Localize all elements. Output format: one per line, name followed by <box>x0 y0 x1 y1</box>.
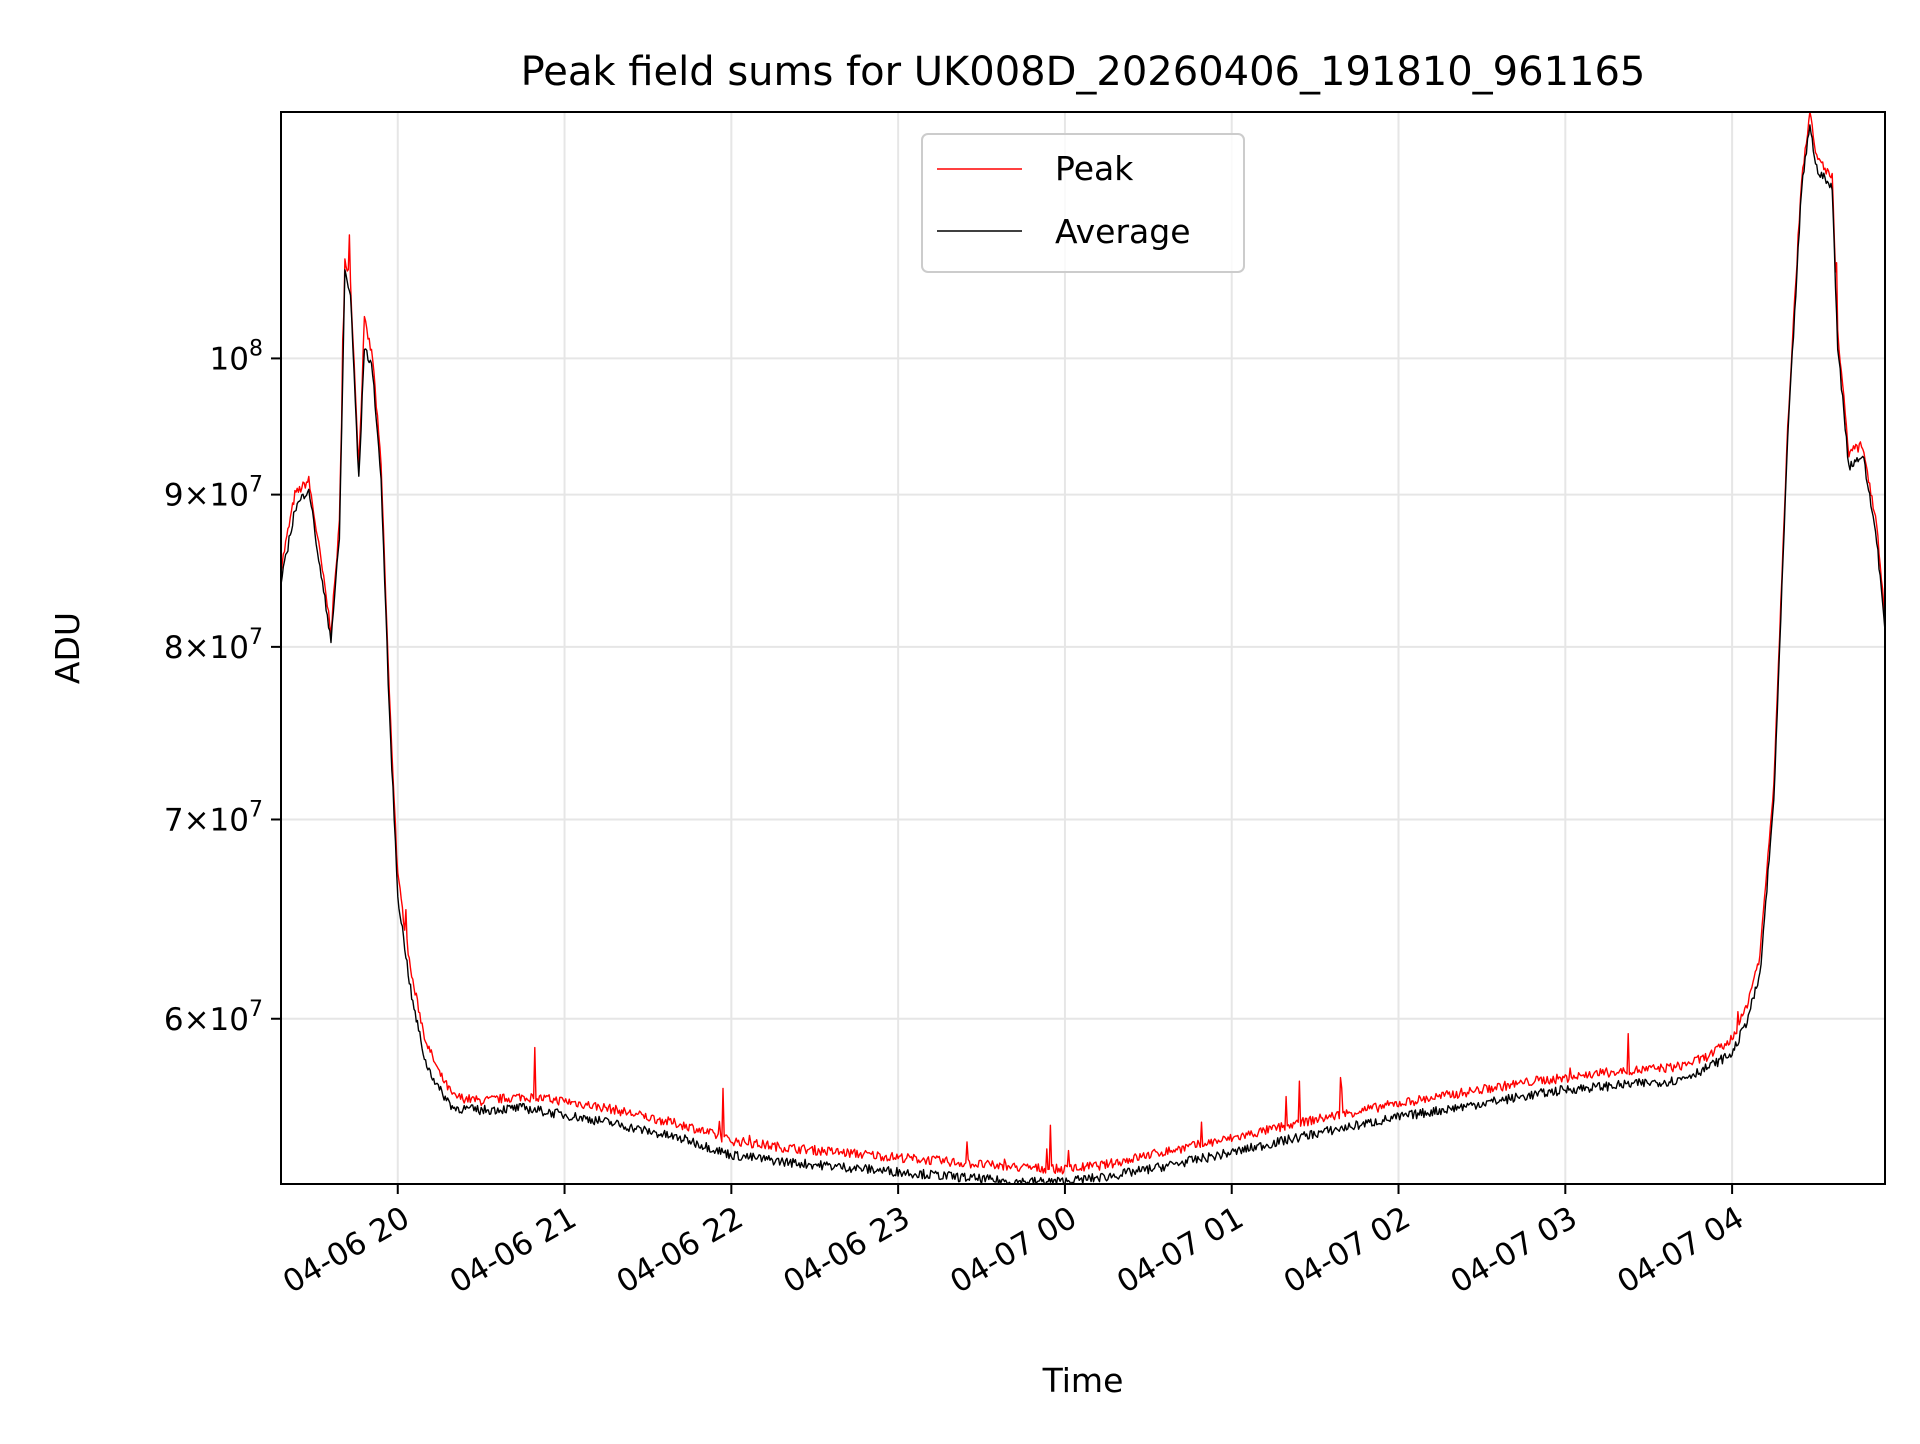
grid-lines <box>281 112 1885 1184</box>
y-tick-label: 6×107 <box>164 997 263 1038</box>
y-tick-label: 7×107 <box>164 797 263 838</box>
legend-label-average: Average <box>1055 212 1191 251</box>
y-axis-label: ADU <box>48 612 87 684</box>
legend-label-peak: Peak <box>1055 149 1134 188</box>
legend: Peak Average <box>921 133 1245 273</box>
axes-frame <box>280 111 1886 1185</box>
series-line-average <box>280 124 1886 1185</box>
y-axis-ticks: 6×107 7×107 8×107 9×107 108 <box>164 336 281 1038</box>
series-line-peak <box>280 111 1886 1175</box>
chart-title: Peak field sums for UK008D_20260406_1918… <box>521 49 1646 95</box>
y-tick-label: 108 <box>210 336 263 377</box>
y-tick-label: 8×107 <box>164 625 263 666</box>
y-tick-label: 9×107 <box>164 473 263 514</box>
series-lines <box>280 111 1886 1185</box>
x-axis-label: Time <box>1042 1361 1124 1400</box>
